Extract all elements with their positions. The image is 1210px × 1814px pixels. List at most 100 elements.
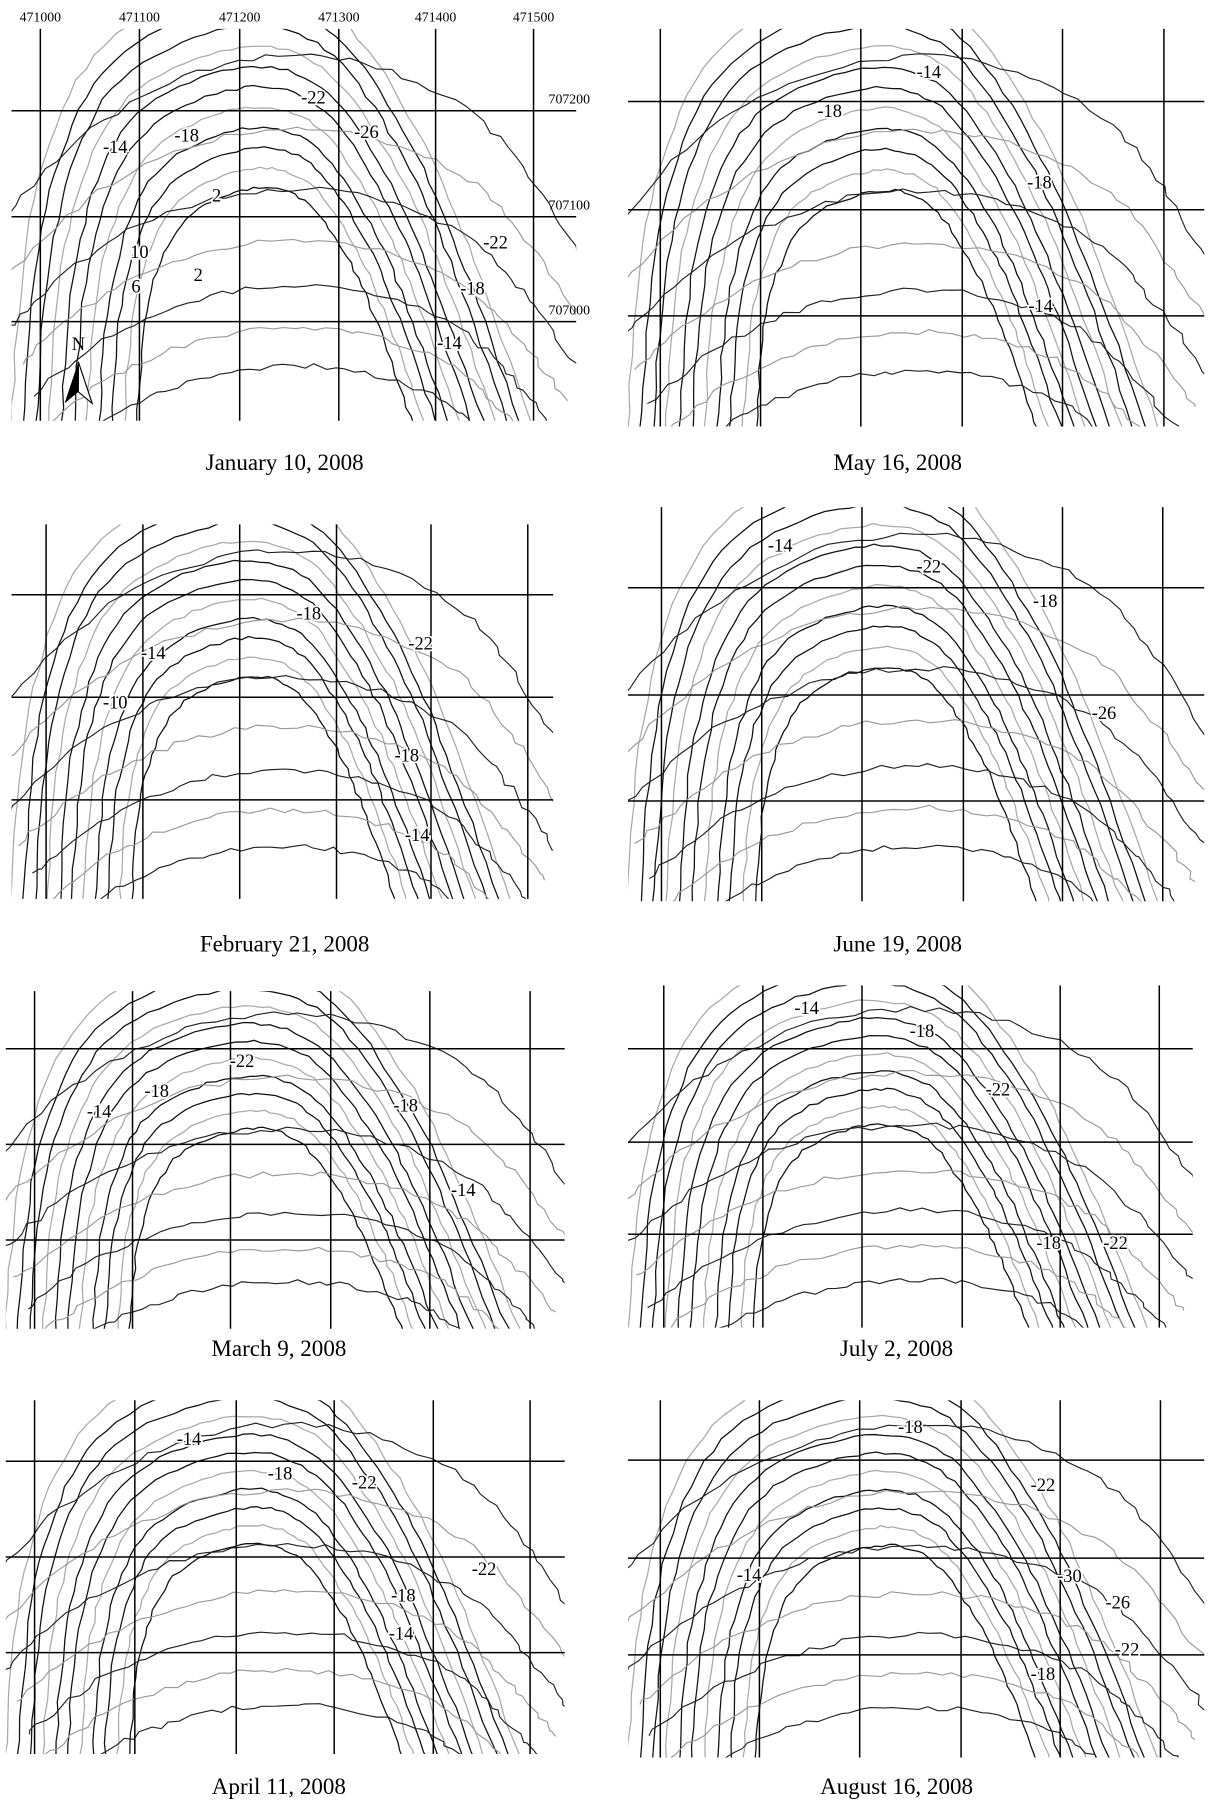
caption: March 9, 2008 — [211, 1335, 346, 1361]
contour-label: -18 — [174, 125, 199, 145]
contour-line — [702, 1470, 1095, 1784]
caption: April 11, 2008 — [212, 1773, 346, 1799]
contour-line — [729, 1508, 1069, 1781]
contour-line — [131, 677, 402, 918]
contour-line — [635, 243, 1195, 407]
contour-line — [729, 148, 1069, 452]
contour-line — [29, 1632, 543, 1762]
contour-label: -14 — [87, 1102, 112, 1122]
contour-line — [94, 618, 438, 925]
contour-label: -14 — [437, 333, 462, 353]
contour-line — [637, 483, 1159, 943]
contour-line — [0, 1489, 580, 1680]
contour-label: 10 — [130, 242, 148, 262]
contour-line — [47, 46, 507, 458]
contour-label: -14 — [177, 1429, 202, 1449]
map-panel — [602, 946, 1210, 1383]
map-panel — [0, 1360, 593, 1812]
contour-line — [650, 982, 1136, 1363]
contour-label: -22 — [1115, 1640, 1140, 1660]
contour-label: -18 — [393, 1096, 418, 1116]
contour-line — [66, 1040, 471, 1356]
contour-label: -18 — [391, 1586, 416, 1606]
contour-label: -14 — [768, 536, 793, 556]
contour-line — [72, 85, 481, 453]
contour-line — [639, 964, 1149, 1366]
map-panel — [601, 0, 1210, 492]
contour-label: -22 — [472, 1559, 497, 1579]
caption: June 19, 2008 — [833, 930, 962, 956]
contour-line — [688, 1036, 1098, 1356]
contour-line — [626, 462, 1172, 946]
caption: February 21, 2008 — [200, 930, 370, 956]
contour-line — [104, 1507, 433, 1778]
contour-line — [84, 107, 469, 450]
contour-label: -18 — [460, 279, 485, 299]
contour-line — [0, 1422, 593, 1648]
contour-line — [676, 1018, 1111, 1359]
contour-label: -18 — [910, 1021, 935, 1041]
contour-label: -22 — [483, 233, 508, 253]
x-coordinate-label: 471000 — [20, 10, 62, 25]
contour-line — [640, 1592, 1195, 1740]
x-coordinate-label: 471300 — [318, 10, 360, 25]
contour-label: -18 — [817, 101, 842, 121]
contour-line — [32, 769, 532, 908]
contour-line — [742, 169, 1056, 449]
contour-line — [16, 970, 521, 1365]
contour-label: -22 — [1103, 1233, 1128, 1253]
contour-label: -18 — [898, 1417, 923, 1437]
contour-line — [741, 646, 1056, 923]
contour-line — [755, 189, 1043, 446]
contour-line — [650, 25, 1147, 466]
north-arrow — [78, 362, 92, 403]
contour-label: -14 — [737, 1565, 762, 1585]
contour-line — [124, 167, 431, 443]
contour-line — [45, 808, 521, 934]
contour-line — [664, 46, 1133, 464]
map-panel — [0, 0, 604, 485]
y-coordinate-label: 707000 — [549, 302, 591, 317]
contour-line — [28, 1212, 543, 1336]
contour-line — [677, 67, 1120, 462]
contour-line — [129, 1127, 409, 1345]
contour-label: -18 — [1033, 591, 1058, 611]
contour-label: -26 — [1106, 1592, 1131, 1612]
contour-line — [127, 1543, 408, 1771]
contour-label: -18 — [297, 604, 322, 624]
x-coordinate-label: 471400 — [415, 10, 457, 25]
contour-line — [614, 606, 1210, 819]
x-coordinate-label: 471200 — [219, 10, 261, 25]
contour-line — [27, 1398, 509, 1790]
contour-line — [19, 725, 545, 880]
contour-line — [713, 1071, 1073, 1351]
x-coordinate-label: 471100 — [119, 10, 160, 25]
contour-line — [21, 502, 511, 939]
contour-label: -18 — [1036, 1233, 1061, 1253]
contour-line — [690, 1452, 1108, 1787]
contour-label: -10 — [103, 692, 128, 712]
contour-line — [115, 1525, 420, 1774]
contour-line — [7, 187, 579, 371]
contour-line — [64, 1453, 471, 1784]
map-panel — [599, 462, 1210, 965]
contour-line — [716, 1489, 1082, 1782]
contour-line — [691, 87, 1108, 460]
contour-label: -18 — [395, 745, 420, 765]
contour-label: 6 — [131, 276, 140, 296]
contour-label: -22 — [1031, 1475, 1056, 1495]
contour-line — [103, 1093, 433, 1350]
contour-line — [741, 1526, 1056, 1778]
contour-label: -14 — [103, 137, 128, 157]
contour-label: -14 — [917, 62, 942, 82]
contour-label: -14 — [141, 643, 166, 663]
caption: July 2, 2008 — [840, 1335, 953, 1361]
x-coordinate-label: 471500 — [513, 10, 555, 25]
contour-label: -30 — [1057, 1566, 1082, 1586]
figure: -22-26-18-1421062-22-18-14January 10, 20… — [0, 0, 1210, 1814]
y-coordinate-label: 707200 — [549, 92, 591, 107]
map-panel — [0, 954, 593, 1385]
contour-line — [15, 1380, 522, 1792]
contour-line — [639, 1378, 1160, 1796]
map-panel — [0, 482, 580, 961]
